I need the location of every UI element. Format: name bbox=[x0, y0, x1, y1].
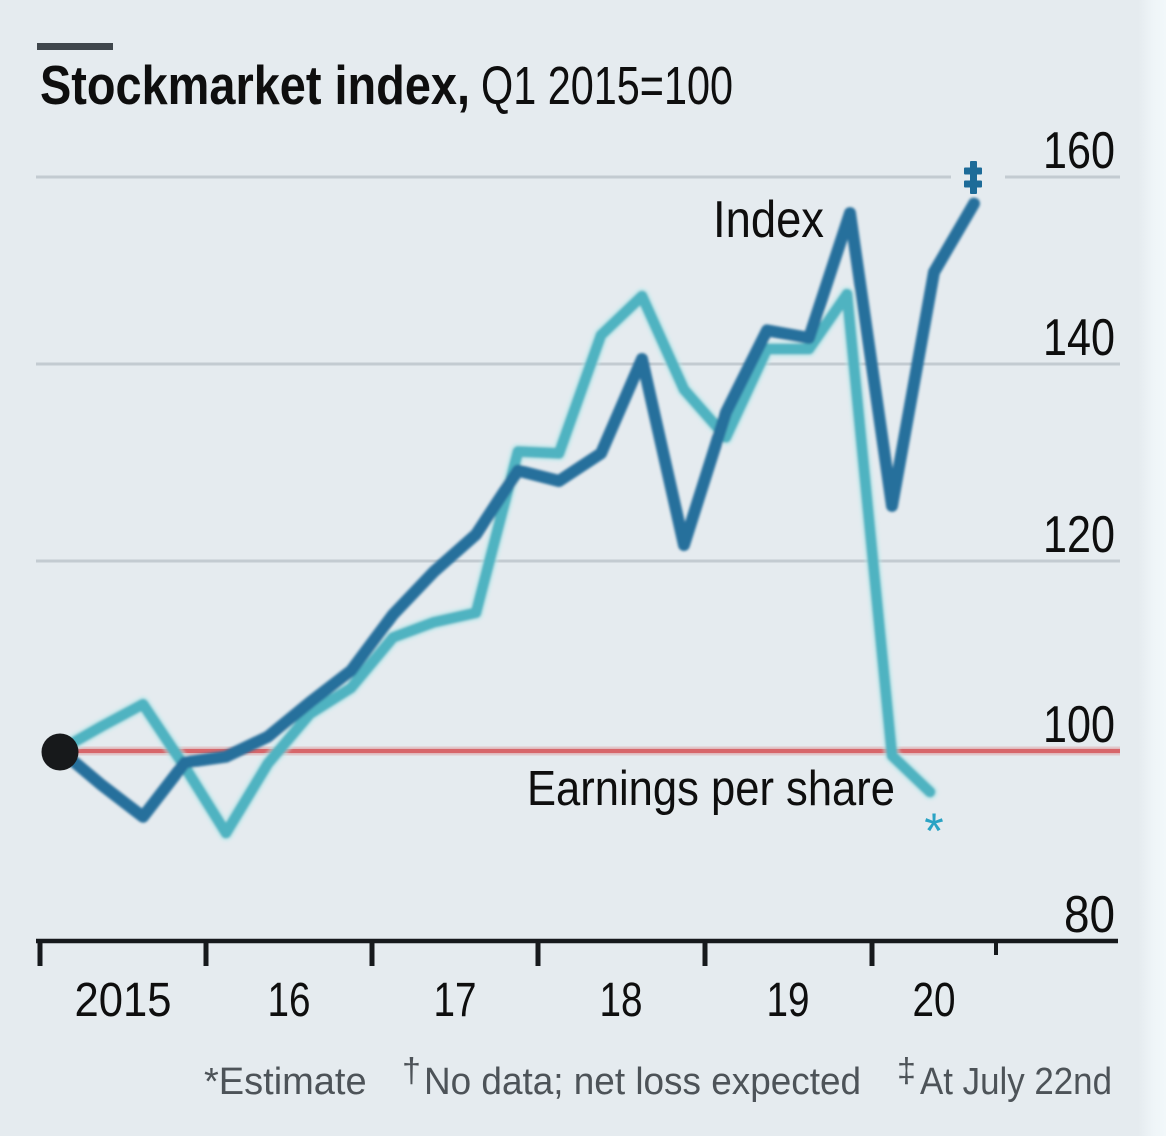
svg-text:120: 120 bbox=[1043, 506, 1115, 564]
svg-text:Q1 2015=100: Q1 2015=100 bbox=[481, 56, 733, 116]
svg-text:At July 22nd: At July 22nd bbox=[920, 1061, 1112, 1103]
svg-text:*: * bbox=[924, 803, 943, 859]
svg-text:80: 80 bbox=[1064, 886, 1115, 944]
svg-text:†: † bbox=[402, 1052, 421, 1090]
svg-text:*Estimate: *Estimate bbox=[204, 1061, 367, 1103]
svg-text:‡: ‡ bbox=[897, 1052, 916, 1090]
svg-text:20: 20 bbox=[913, 974, 956, 1027]
svg-text:Index: Index bbox=[713, 191, 824, 249]
svg-text:160: 160 bbox=[1043, 122, 1115, 180]
svg-text:140: 140 bbox=[1043, 309, 1115, 367]
svg-text:19: 19 bbox=[767, 974, 810, 1027]
svg-text:18: 18 bbox=[600, 974, 643, 1027]
svg-text:2015: 2015 bbox=[75, 974, 172, 1027]
svg-text:17: 17 bbox=[434, 974, 477, 1027]
svg-text:No data; net loss expected: No data; net loss expected bbox=[424, 1061, 861, 1103]
svg-text:16: 16 bbox=[268, 974, 311, 1027]
svg-text:Earnings per share: Earnings per share bbox=[527, 762, 895, 816]
svg-text:100: 100 bbox=[1043, 696, 1115, 754]
svg-text:Stockmarket index,: Stockmarket index, bbox=[40, 54, 470, 116]
